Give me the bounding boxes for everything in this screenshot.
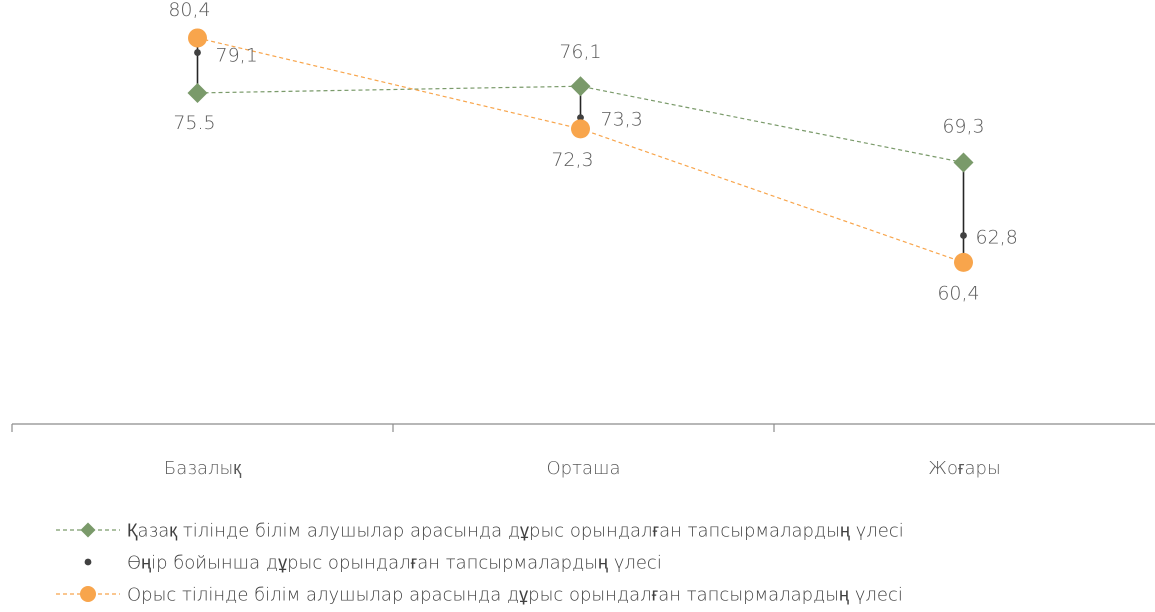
series-line (197, 85, 964, 164)
data-label: 79,1 (216, 45, 258, 67)
x-tick-label: Орташа (546, 458, 620, 479)
dot-marker (960, 232, 967, 239)
data-label: 60,4 (937, 282, 979, 304)
series-markers (187, 28, 974, 272)
data-label: 80,4 (168, 0, 210, 21)
circle-marker (954, 252, 973, 272)
data-labels: 75.5 76,1 69,3 79,1 73,3 62,8 80,4 72,3 60,4 (168, 0, 1017, 304)
data-label: 76,1 (559, 41, 601, 63)
circle-marker (571, 119, 590, 139)
diamond-marker (953, 152, 974, 173)
data-label: 69,3 (942, 116, 984, 138)
data-label: 73,3 (601, 109, 643, 131)
circle-marker (80, 586, 96, 602)
legend-entry: Өңір бойынша дұрыс орындалған тапсырмала… (84, 553, 662, 574)
data-label: 62,8 (976, 226, 1018, 248)
diamond-marker (80, 522, 96, 538)
diamond-marker (570, 76, 591, 97)
x-tick-label: Жоғары (928, 458, 1001, 479)
legend-label: Орыс тілінде білім алушылар арасында дұр… (127, 585, 903, 606)
data-label: 72,3 (551, 149, 593, 171)
dot-marker (577, 114, 584, 122)
legend-entry: Орыс тілінде білім алушылар арасында дұр… (56, 585, 903, 606)
circle-marker (188, 28, 207, 48)
diamond-marker (187, 82, 208, 103)
legend-label: Қазақ тілінде білім алушылар арасында дұ… (127, 521, 904, 542)
legend-entry: Қазақ тілінде білім алушылар арасында дұ… (56, 521, 904, 542)
legend-label: Өңір бойынша дұрыс орындалған тапсырмала… (127, 553, 662, 574)
dot-marker (194, 49, 201, 56)
x-axis: Базалық Орташа Жоғары (11, 423, 1155, 479)
data-label: 75.5 (173, 112, 215, 134)
x-tick-label: Базалық (164, 458, 241, 479)
legend: Қазақ тілінде білім алушылар арасында дұ… (56, 521, 904, 606)
dot-marker (84, 558, 92, 566)
